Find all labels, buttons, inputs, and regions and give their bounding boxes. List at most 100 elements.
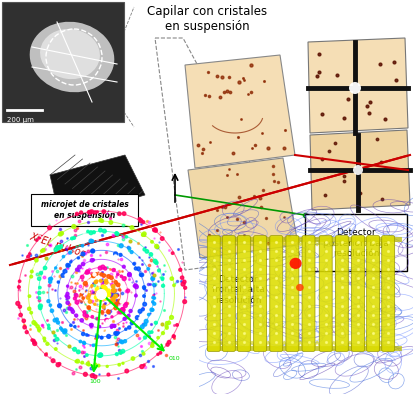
Point — [115, 330, 121, 336]
Circle shape — [295, 284, 303, 291]
Point — [141, 246, 147, 253]
Point — [102, 265, 108, 272]
Circle shape — [289, 258, 301, 269]
Point — [132, 328, 139, 335]
Point — [31, 340, 38, 347]
Point — [62, 328, 68, 334]
Point — [123, 314, 129, 321]
FancyBboxPatch shape — [351, 236, 363, 351]
Text: 100: 100 — [89, 379, 101, 384]
Point — [68, 306, 75, 312]
Point — [98, 271, 104, 277]
Point — [154, 244, 161, 250]
Point — [89, 248, 96, 254]
Point — [76, 264, 83, 270]
Point — [149, 343, 155, 349]
Point — [102, 285, 108, 291]
Point — [80, 331, 86, 337]
Point — [36, 303, 43, 309]
Point — [122, 302, 128, 309]
Point — [152, 258, 158, 264]
Point — [119, 348, 126, 354]
FancyBboxPatch shape — [304, 214, 406, 271]
Point — [140, 219, 146, 225]
Point — [100, 209, 107, 215]
Point — [47, 276, 54, 282]
Point — [42, 265, 48, 271]
FancyBboxPatch shape — [285, 236, 298, 351]
Point — [34, 323, 41, 330]
Point — [28, 273, 34, 280]
Point — [101, 296, 108, 302]
Ellipse shape — [30, 22, 114, 92]
Point — [112, 279, 119, 285]
Point — [80, 261, 86, 267]
Point — [86, 298, 93, 305]
Point — [90, 229, 97, 235]
Point — [94, 334, 100, 340]
Point — [137, 218, 144, 224]
Point — [79, 242, 85, 249]
Point — [93, 294, 99, 300]
Point — [146, 329, 152, 336]
Ellipse shape — [40, 29, 100, 79]
Point — [95, 363, 102, 369]
Point — [73, 358, 79, 365]
Point — [140, 230, 147, 237]
Point — [45, 325, 52, 332]
Point — [155, 267, 162, 274]
Point — [90, 342, 97, 349]
Point — [108, 275, 114, 281]
Point — [66, 305, 73, 312]
Point — [71, 324, 78, 330]
Point — [64, 291, 71, 297]
Point — [74, 266, 80, 273]
Point — [88, 283, 95, 289]
Point — [64, 300, 71, 306]
Point — [132, 282, 138, 289]
Point — [116, 361, 122, 368]
Point — [123, 234, 129, 240]
Point — [88, 209, 95, 215]
Point — [63, 293, 69, 299]
Point — [62, 268, 68, 275]
Point — [96, 324, 102, 330]
Point — [168, 275, 175, 282]
Polygon shape — [188, 158, 297, 258]
Point — [28, 268, 35, 275]
Point — [152, 320, 159, 326]
Point — [64, 283, 71, 289]
Point — [118, 307, 124, 314]
Point — [99, 309, 105, 315]
Point — [164, 341, 171, 348]
Point — [52, 346, 59, 352]
Point — [113, 230, 119, 236]
Point — [55, 362, 61, 368]
Point — [176, 267, 183, 273]
Point — [31, 338, 37, 344]
Point — [103, 317, 109, 323]
Point — [163, 320, 170, 326]
Point — [93, 278, 100, 285]
Point — [116, 287, 123, 293]
Point — [123, 300, 129, 307]
Text: microjet de cristales
en suspensión: microjet de cristales en suspensión — [41, 200, 128, 220]
Point — [96, 297, 103, 303]
Point — [66, 250, 73, 256]
Point — [149, 275, 156, 282]
FancyBboxPatch shape — [31, 194, 138, 226]
Point — [85, 209, 92, 215]
Point — [97, 265, 103, 271]
Point — [125, 313, 132, 319]
Point — [97, 297, 104, 303]
Point — [169, 250, 176, 256]
Point — [140, 293, 147, 299]
Point — [110, 297, 116, 303]
Point — [151, 300, 157, 307]
Point — [121, 211, 127, 217]
Point — [108, 323, 115, 329]
Point — [84, 228, 91, 235]
Point — [82, 280, 88, 287]
Point — [97, 352, 104, 358]
Point — [71, 295, 78, 302]
